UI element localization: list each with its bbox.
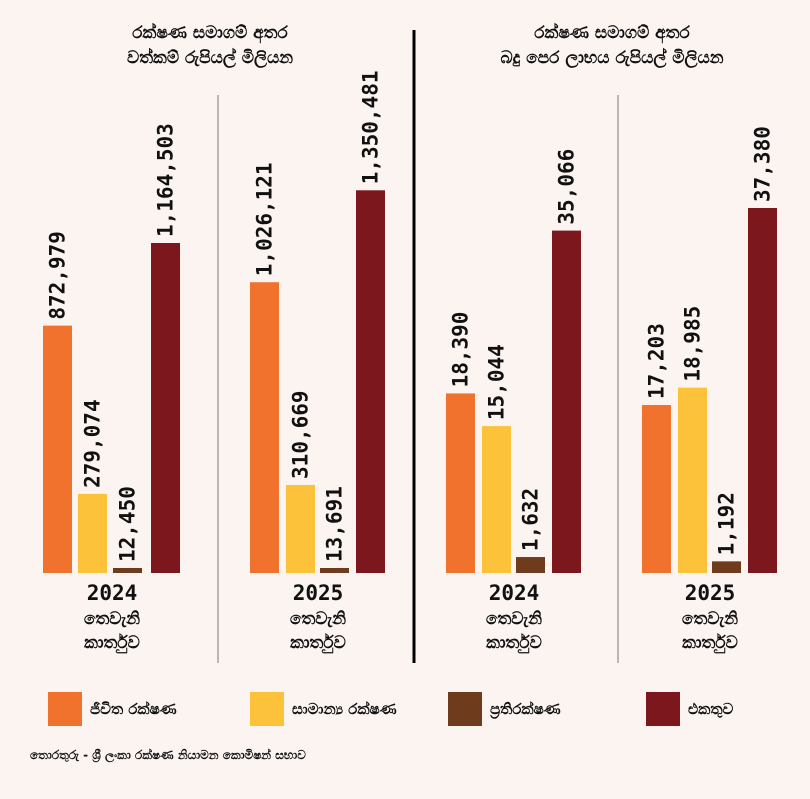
bar-general xyxy=(78,493,107,573)
data-label: 1,164,503 xyxy=(154,123,178,237)
bar-total xyxy=(748,208,777,573)
data-label: 18,985 xyxy=(681,306,705,382)
bar-total xyxy=(552,230,581,573)
data-label: 1,026,121 xyxy=(253,162,277,276)
bar-life xyxy=(250,282,279,573)
bar-life xyxy=(642,405,671,573)
bar-total xyxy=(151,243,180,573)
legend-swatch xyxy=(48,692,82,726)
bar-reinsurance xyxy=(712,561,741,573)
x-tick-label: කාර්තුව xyxy=(682,633,738,654)
legend-label: ප්‍රතිරක්ෂණ xyxy=(490,700,561,718)
x-tick-label: කාර්තුව xyxy=(486,633,542,654)
bar-general xyxy=(678,387,707,573)
chart-title-line: බදු පෙර ලාභය රුපියල් මිලියන xyxy=(500,47,723,69)
x-tick-year: 2025 xyxy=(685,581,736,605)
x-tick-label: කාර්තුව xyxy=(84,633,140,654)
data-label: 13,691 xyxy=(323,486,347,562)
legend-swatch xyxy=(250,692,284,726)
bar-general xyxy=(482,426,511,573)
source-note: තොරතුරු - ශ්‍රී ලංකා රක්ෂණ නියාමන කොමිෂන… xyxy=(30,748,306,762)
data-label: 15,044 xyxy=(485,344,509,420)
data-label: 872,979 xyxy=(46,231,70,320)
legend-label: එකතුව xyxy=(688,700,734,718)
legend-item-reinsurance: ප්‍රතිරක්ෂණ xyxy=(448,692,561,726)
x-tick-label: තෙවැනි xyxy=(682,609,738,629)
bar-life xyxy=(446,393,475,573)
legend-item-life: ජීවිත රක්ෂණ xyxy=(48,692,177,726)
data-label: 1,350,481 xyxy=(359,71,383,185)
data-label: 17,203 xyxy=(645,323,669,399)
bar-reinsurance xyxy=(113,568,142,573)
data-label: 279,074 xyxy=(81,399,105,488)
legend-label: සාමාන්‍ය රක්ෂණ xyxy=(292,700,397,718)
x-tick-year: 2025 xyxy=(293,581,344,605)
legend-swatch xyxy=(448,692,482,726)
data-label: 12,450 xyxy=(116,486,140,562)
bar-reinsurance xyxy=(320,568,349,573)
data-label: 1,632 xyxy=(519,488,543,551)
x-tick-label: කාර්තුව xyxy=(290,633,346,654)
legend-item-total: එකතුව xyxy=(646,692,733,726)
bar-total xyxy=(356,190,385,573)
x-tick-label: තෙවැනි xyxy=(486,609,542,629)
chart-title-line: රක්ෂණ සමාගම් අතර xyxy=(534,22,690,44)
legend-label: ජීවිත රක්ෂණ xyxy=(90,700,177,718)
data-label: 1,192 xyxy=(715,492,739,555)
data-label: 37,380 xyxy=(751,126,775,202)
bar-life xyxy=(43,325,72,573)
legend: ජීවිත රක්ෂණ සාමාන්‍ය රක්ෂණ ප්‍රතිරක්ෂණ එකතු… xyxy=(0,692,810,732)
data-label: 18,390 xyxy=(449,312,473,388)
x-tick-year: 2024 xyxy=(489,581,540,605)
x-tick-year: 2024 xyxy=(87,581,138,605)
data-label: 310,669 xyxy=(289,390,313,479)
x-tick-label: තෙවැනි xyxy=(290,609,346,629)
data-label: 35,066 xyxy=(555,149,579,225)
bar-general xyxy=(286,484,315,573)
legend-item-general: සාමාන්‍ය රක්ෂණ xyxy=(250,692,397,726)
x-tick-label: තෙවැනි xyxy=(84,609,140,629)
chart-title-line: වත්කම් රුපියල් මිලියන xyxy=(127,47,293,69)
bar-reinsurance xyxy=(516,557,545,573)
chart-canvas: රක්ෂණ සමාගම් අතර වත්කම් රුපියල් මිලියන 872… xyxy=(43,22,777,663)
legend-swatch xyxy=(646,692,680,726)
chart-title-line: රක්ෂණ සමාගම් අතර xyxy=(132,22,288,44)
